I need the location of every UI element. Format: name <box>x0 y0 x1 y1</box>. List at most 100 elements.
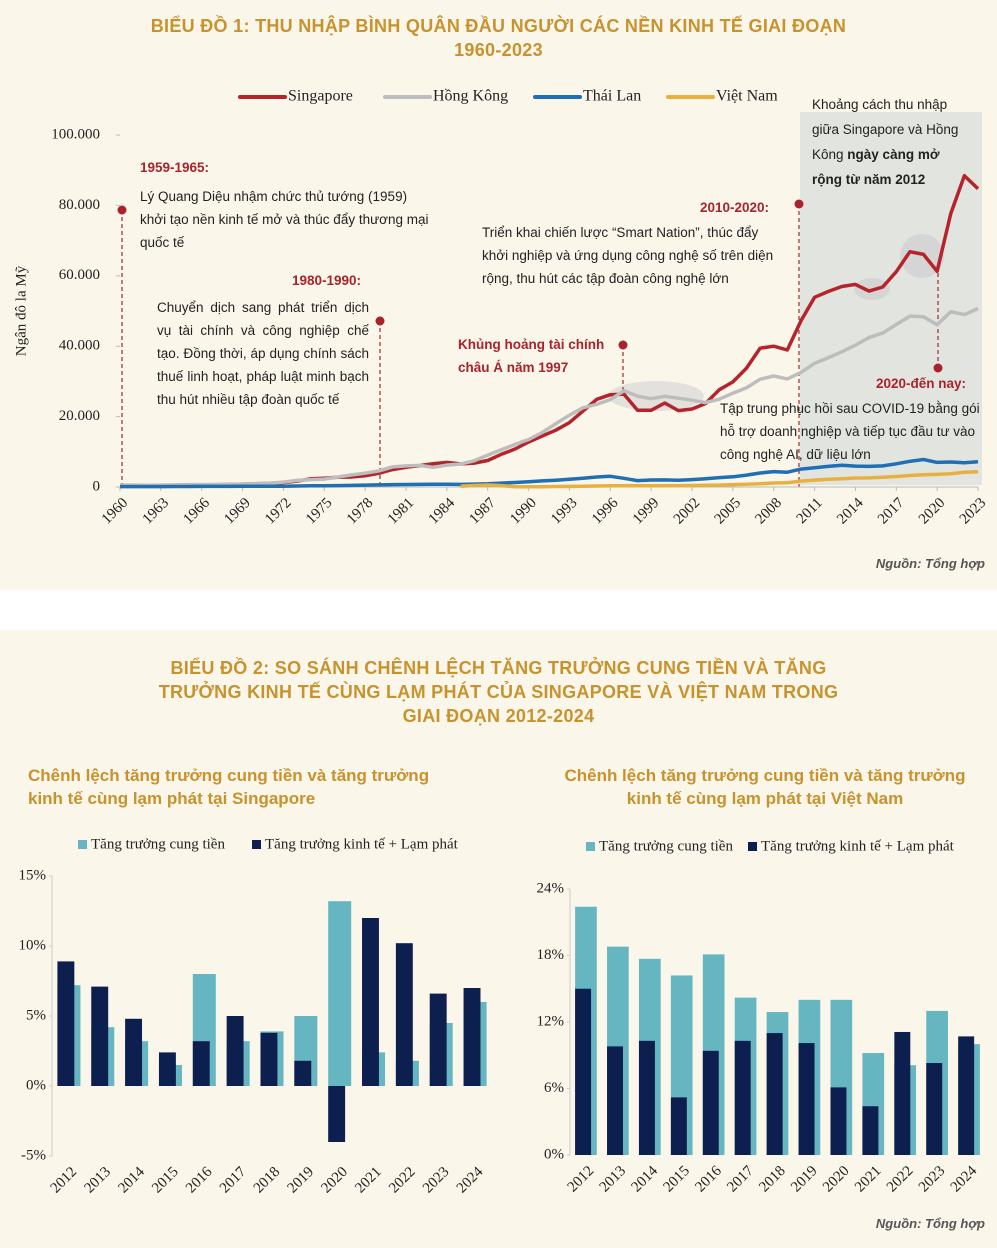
bar <box>57 961 75 1086</box>
y-tick-label: 80.000 <box>59 197 100 213</box>
legend-swatch <box>586 842 595 851</box>
x-tick-label: 1984 <box>426 495 459 528</box>
y-tick-label: 60.000 <box>59 267 100 283</box>
x-tick-label: 2005 <box>712 495 745 528</box>
x-tick-label: 1978 <box>344 495 377 528</box>
bar <box>926 1063 943 1155</box>
bar <box>294 1060 312 1086</box>
chart-title: Chênh lệch tăng trưởng cung tiền và tăng… <box>28 766 430 808</box>
x-tick-label: 1969 <box>221 495 254 528</box>
bar <box>862 1106 879 1155</box>
y-tick-label: 5% <box>26 1007 46 1023</box>
y-tick-label: 20.000 <box>59 408 100 424</box>
bar <box>463 988 481 1086</box>
y-axis-label: Ngân đô la Mỹ <box>13 265 29 356</box>
x-tick-label: 2024 <box>948 1163 981 1196</box>
x-tick-label: 2008 <box>752 495 785 528</box>
chart-title: BIỂU ĐỒ 1: THU NHẬP BÌNH QUÂN ĐẦU NGƯỜI … <box>150 16 847 60</box>
x-tick-label: 1963 <box>140 495 173 528</box>
legend-label: Tăng trưởng cung tiền <box>599 838 733 854</box>
bar <box>734 1040 751 1155</box>
legend-swatch <box>748 842 757 851</box>
x-tick-label: 1993 <box>548 495 581 528</box>
bar <box>798 1043 815 1155</box>
y-tick-label: 24% <box>537 880 565 896</box>
bar <box>894 1031 911 1155</box>
annotation-text: Chuyển dịch sang phát triển dịch vụ tài … <box>157 300 369 407</box>
bar <box>260 1032 278 1086</box>
legend-label: Singapore <box>288 88 353 105</box>
legend-swatch <box>252 840 261 849</box>
annotation-title: 2010-2020: <box>700 200 770 215</box>
x-tick-label: 2018 <box>251 1164 284 1197</box>
source: Nguồn: Tổng hợp <box>875 1216 985 1231</box>
bar <box>158 1052 176 1086</box>
bar <box>958 1036 975 1155</box>
annotation-text: Lý Quang Diệu nhậm chức thủ tướng (1959)… <box>140 189 429 250</box>
x-tick-label: 2020 <box>916 495 949 528</box>
annotation-title: 1980-1990: <box>292 273 362 288</box>
gap-note-bold: ngày càng mở rộng từ năm 2012 <box>812 147 940 187</box>
x-tick-label: 2011 <box>794 495 826 527</box>
x-tick-label: 2022 <box>386 1164 419 1197</box>
x-tick-label: 2013 <box>597 1163 630 1196</box>
x-tick-label: 2023 <box>420 1164 453 1197</box>
bar <box>702 1050 719 1155</box>
bar <box>670 1097 687 1155</box>
y-tick-label: 100.000 <box>51 126 100 142</box>
legend-label: Việt Nam <box>716 88 778 105</box>
bar <box>766 1033 783 1155</box>
x-tick-label: 2020 <box>820 1163 853 1196</box>
y-tick-label: 10% <box>19 937 47 953</box>
highlight-region <box>800 112 982 485</box>
y-tick-label: 40.000 <box>59 338 100 354</box>
x-tick-label: 2017 <box>875 495 908 528</box>
annotation-text: Triển khai chiến lược “Smart Nation”, th… <box>482 225 774 286</box>
x-tick-label: 2020 <box>318 1164 351 1197</box>
legend-label: Hồng Kông <box>433 88 508 105</box>
x-tick-label: 1975 <box>303 495 336 528</box>
x-tick-label: 1987 <box>466 495 499 528</box>
x-tick-label: 1996 <box>589 495 622 528</box>
x-tick-label: 2017 <box>724 1163 757 1196</box>
x-tick-label: 2017 <box>217 1164 250 1197</box>
x-tick-label: 2012 <box>565 1163 598 1196</box>
x-tick-label: 2016 <box>183 1164 216 1197</box>
annotation-title: 1959-1965: <box>140 160 210 175</box>
series-line <box>119 306 979 488</box>
bar <box>328 1086 346 1142</box>
y-tick-label: 0% <box>26 1077 46 1093</box>
x-tick-label: 2021 <box>852 1163 885 1196</box>
x-tick-label: 2021 <box>352 1164 385 1197</box>
bar <box>125 1018 143 1086</box>
x-tick-label: 2014 <box>834 495 867 528</box>
x-tick-label: 2002 <box>671 495 704 528</box>
x-tick-label: 1999 <box>630 495 663 528</box>
x-tick-label: 2019 <box>285 1164 318 1197</box>
bar <box>226 1016 244 1086</box>
legend-swatch <box>78 840 87 849</box>
bar <box>192 1041 210 1086</box>
y-tick-label: -5% <box>21 1147 46 1163</box>
x-tick-label: 1960 <box>99 495 132 528</box>
source: Nguồn: Tổng hợp <box>875 556 985 571</box>
legend-label: Thái Lan <box>583 88 641 105</box>
y-tick-label: 18% <box>537 947 565 963</box>
bar <box>575 988 592 1155</box>
x-tick-label: 2013 <box>82 1164 115 1197</box>
chart-title: Chênh lệch tăng trưởng cung tiền và tăng… <box>564 766 966 808</box>
annotation-leaders <box>121 204 939 487</box>
series-line <box>460 469 979 489</box>
annotation-title: Khủng hoảng tài chính châu Á năm 1997 <box>458 337 605 375</box>
x-tick-label: 2018 <box>756 1163 789 1196</box>
x-tick-label: 1972 <box>262 495 295 528</box>
annotation-title: 2020-đến nay: <box>876 376 967 391</box>
bar <box>830 1087 847 1155</box>
bar <box>362 918 379 1086</box>
bar <box>638 1040 655 1155</box>
x-tick-label: 2015 <box>660 1163 693 1196</box>
y-tick-label: 15% <box>19 867 47 883</box>
x-tick-label: 2023 <box>916 1163 949 1196</box>
